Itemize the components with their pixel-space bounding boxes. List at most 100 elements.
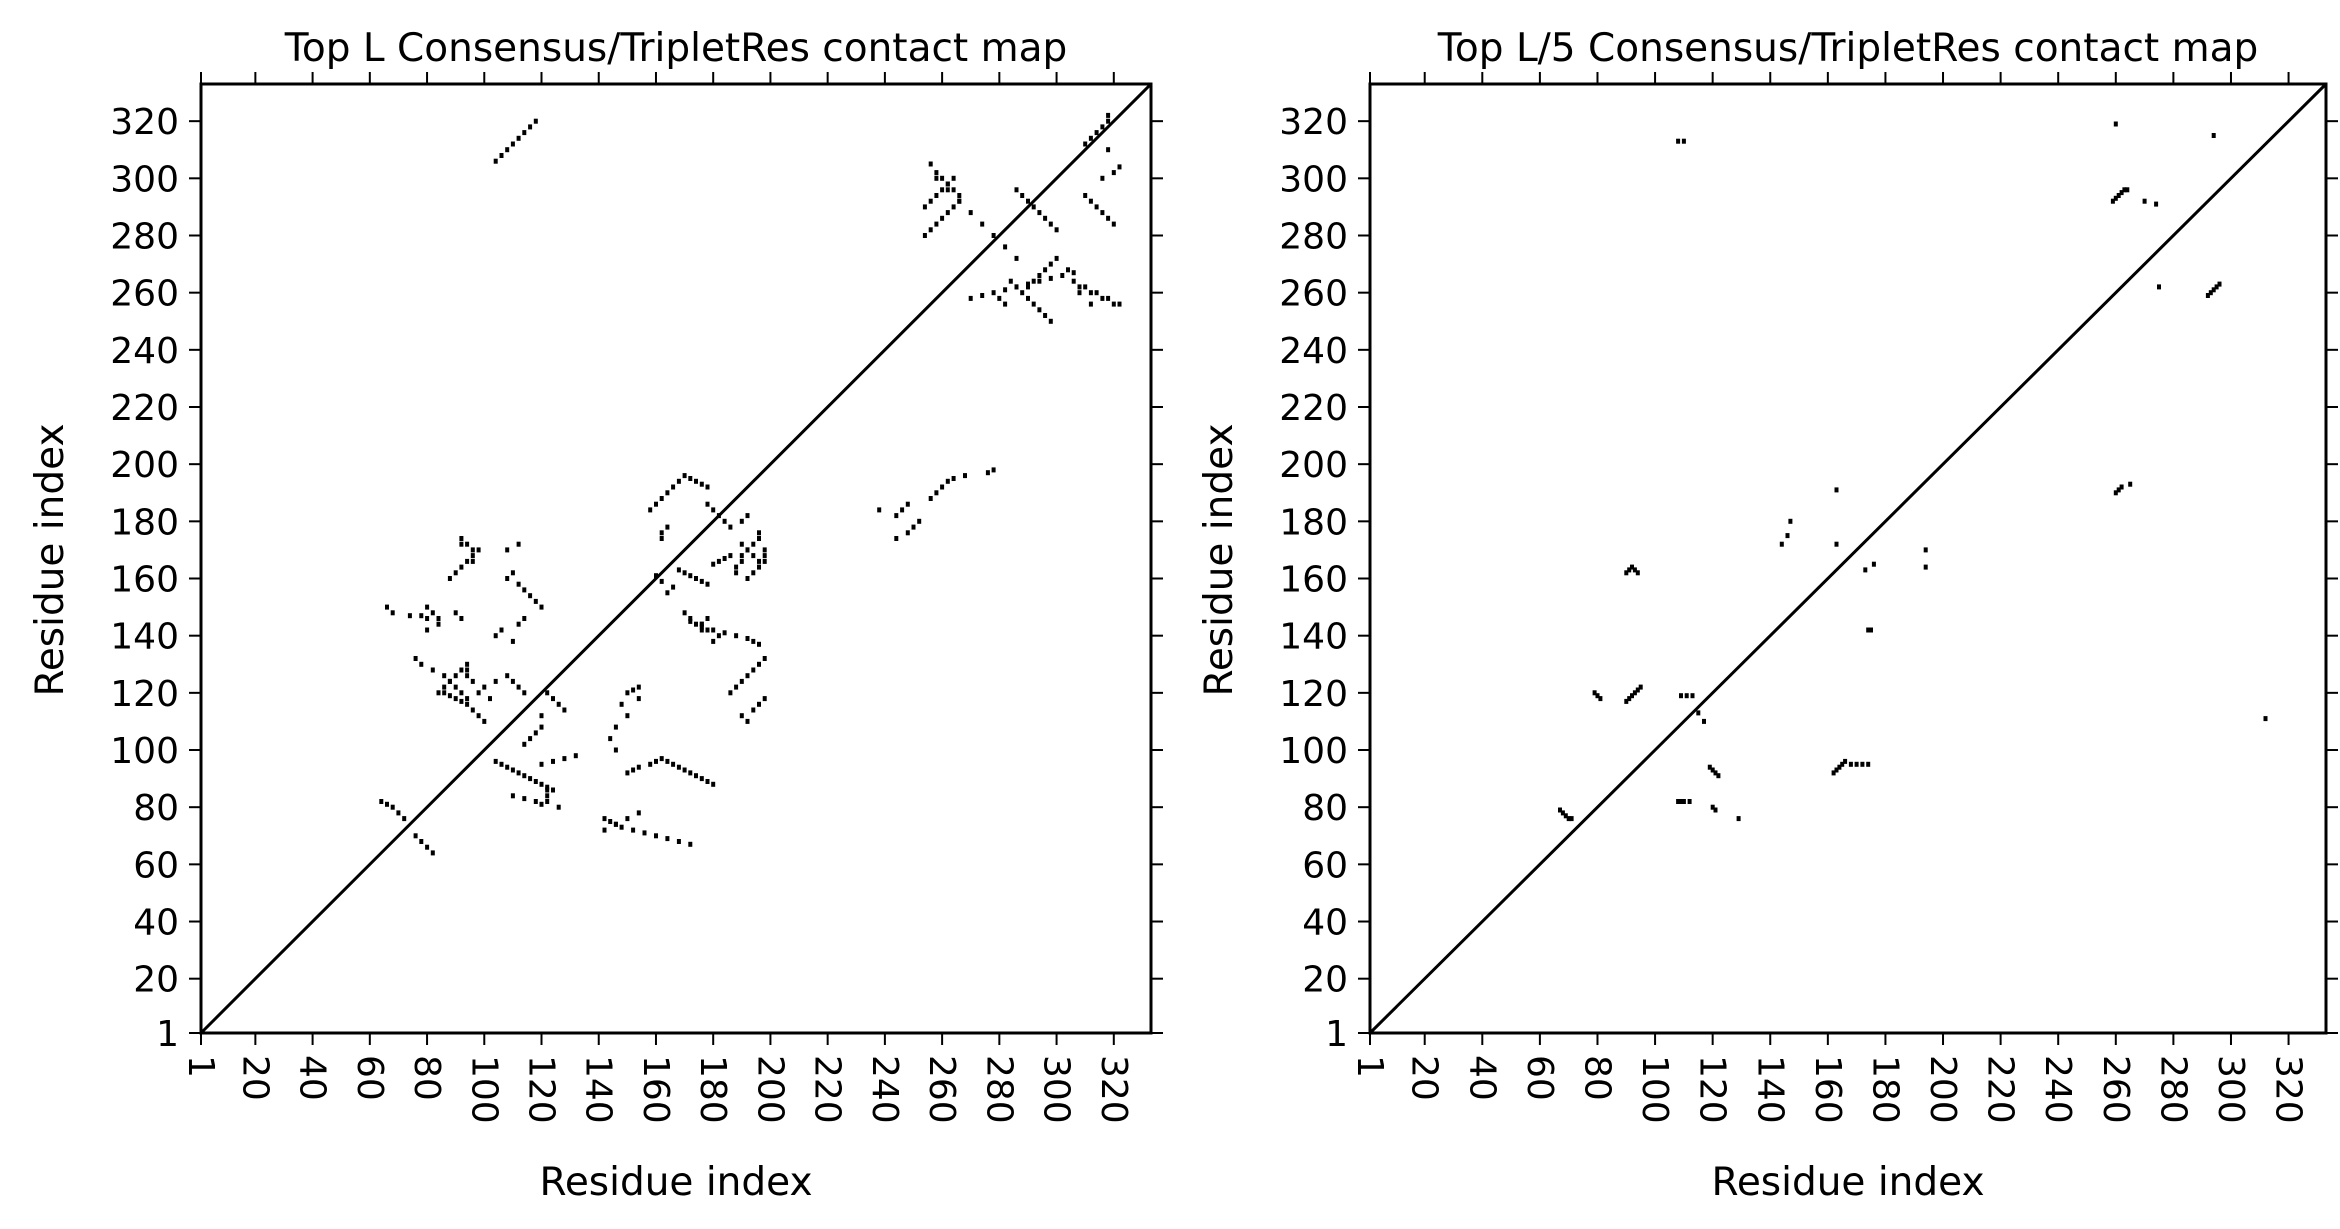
left-contact-point [688, 618, 693, 624]
left-contact-point [1088, 301, 1093, 307]
left-contact-point [1031, 204, 1036, 210]
left-contact-point [402, 816, 407, 822]
right-contact-point [1840, 761, 1845, 767]
right-y-tick-label: 40 [1302, 903, 1348, 944]
left-contact-point [385, 801, 389, 807]
left-contact-point [447, 693, 452, 699]
right-contact-point [1834, 767, 1839, 773]
left-contact-point [436, 690, 441, 696]
left-contact-point [516, 684, 521, 690]
left-contact-point [1048, 221, 1053, 227]
right-contact-point [1834, 541, 1839, 547]
right-y-tick-label: 280 [1279, 216, 1348, 257]
right-contact-point [1638, 684, 1643, 690]
left-contact-point [533, 799, 538, 804]
left-contact-points [379, 112, 1122, 856]
left-ticks: 1 20 40 60 80 100 120 140 160 180 200 220 240 260 280 3… [110, 72, 1163, 1124]
right-contact-point [1595, 693, 1600, 699]
left-contact-point [522, 796, 527, 802]
left-contact-point [716, 633, 721, 639]
right-contact-point [1632, 567, 1637, 573]
left-contact-point [425, 604, 430, 610]
left-contact-point [739, 553, 744, 559]
left-contact-point [940, 484, 945, 490]
right-contact-point [1736, 816, 1741, 822]
left-contact-point [562, 707, 567, 713]
left-contact-point [934, 170, 939, 176]
left-contact-point [522, 616, 527, 621]
left-contact-point [1094, 290, 1099, 296]
left-contact-point [682, 610, 687, 616]
left-contact-point [613, 747, 618, 753]
left-x-tick-label: 300 [1036, 1055, 1077, 1124]
right-contact-point [2113, 195, 2118, 201]
left-contact-point [442, 690, 447, 696]
left-contact-point [631, 767, 636, 773]
left-contact-point [951, 476, 956, 481]
right-contact-point [1681, 799, 1686, 804]
right-contact-point [1676, 138, 1681, 144]
right-contact-point [1713, 770, 1718, 776]
left-contact-point [602, 816, 607, 822]
left-contact-point [1048, 275, 1053, 281]
left-x-tick-label: 180 [692, 1055, 733, 1124]
left-contact-point [419, 661, 424, 667]
left-contact-point [694, 621, 698, 627]
left-contact-point [928, 161, 933, 167]
left-contact-point [488, 696, 492, 702]
left-contact-point [968, 295, 973, 301]
right-contact-point [1630, 564, 1634, 570]
left-y-tick-label: 280 [110, 216, 179, 257]
left-contact-point [533, 779, 538, 784]
left-contact-point [625, 770, 630, 776]
left-contact-point [1037, 307, 1042, 313]
left-contact-point [1003, 287, 1008, 293]
left-contact-point [934, 175, 939, 181]
right-contact-point [1702, 718, 1706, 724]
right-x-tick-label: 120 [1692, 1055, 1733, 1124]
left-contact-point [528, 593, 533, 599]
left-contact-point [762, 696, 767, 702]
left-contact-point [459, 616, 464, 621]
left-contact-point [734, 564, 739, 570]
left-contact-point [1106, 215, 1111, 221]
right-y-tick-label: 320 [1279, 102, 1348, 143]
left-contact-point [1020, 290, 1025, 296]
right-contact-point [1837, 764, 1842, 770]
left-contact-point [1031, 278, 1036, 284]
right-contact-point [1627, 696, 1632, 702]
left-contact-point [676, 478, 681, 484]
left-contact-point [951, 187, 956, 193]
left-contact-point [894, 536, 899, 541]
left-contact-point [1003, 301, 1008, 307]
left-x-tick-label: 140 [578, 1055, 619, 1124]
left-contact-point [699, 624, 704, 630]
right-contact-point [2116, 487, 2121, 493]
left-contact-point [1014, 187, 1019, 193]
left-x-tick-label: 60 [349, 1055, 390, 1101]
left-contact-point [1117, 164, 1122, 170]
left-contact-point [465, 701, 470, 707]
right-contact-points [1558, 121, 2268, 822]
right-x-tick-label: 40 [1461, 1055, 1502, 1101]
left-contact-point [751, 638, 756, 644]
right-contact-point [1630, 693, 1634, 699]
left-contact-point [762, 547, 767, 553]
left-contact-point [470, 558, 475, 564]
right-contact-point [1690, 693, 1695, 699]
left-contact-point [522, 130, 527, 136]
left-contact-point [745, 636, 750, 641]
left-contact-point [654, 833, 658, 839]
left-contact-point [745, 513, 750, 519]
left-contact-point [499, 761, 504, 767]
right-contact-point [1869, 627, 1873, 633]
right-contact-point [1627, 567, 1632, 573]
left-contact-point [453, 673, 458, 679]
left-contact-point [1026, 295, 1030, 301]
left-contact-point [745, 547, 750, 553]
left-contact-point [482, 718, 487, 724]
right-x-tick-label: 280 [2152, 1055, 2193, 1124]
right-contact-point [2154, 201, 2159, 207]
left-contact-point [728, 690, 733, 696]
right-plot-frame [1368, 82, 2328, 1035]
